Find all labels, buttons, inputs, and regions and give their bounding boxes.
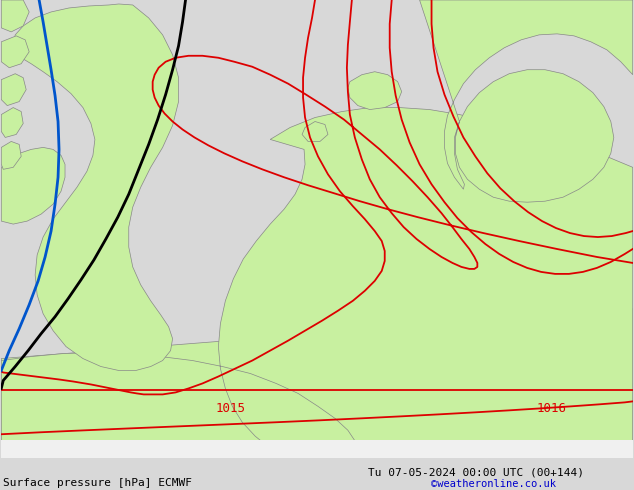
- Polygon shape: [1, 309, 633, 458]
- Polygon shape: [1, 74, 26, 105]
- Polygon shape: [1, 147, 65, 224]
- Polygon shape: [302, 122, 328, 142]
- Polygon shape: [1, 36, 29, 68]
- Polygon shape: [1, 142, 21, 170]
- Polygon shape: [1, 108, 23, 137]
- Text: ©weatheronline.co.uk: ©weatheronline.co.uk: [431, 479, 556, 489]
- Polygon shape: [348, 72, 402, 110]
- Polygon shape: [420, 0, 633, 202]
- Text: 1015: 1015: [216, 402, 245, 415]
- Polygon shape: [1, 0, 29, 32]
- Bar: [1, 440, 633, 458]
- Text: Tu 07-05-2024 00:00 UTC (00+144): Tu 07-05-2024 00:00 UTC (00+144): [368, 468, 584, 478]
- Text: Surface pressure [hPa] ECMWF: Surface pressure [hPa] ECMWF: [3, 478, 192, 488]
- Polygon shape: [13, 4, 179, 370]
- Text: 1016: 1016: [536, 402, 566, 415]
- Polygon shape: [1, 108, 633, 458]
